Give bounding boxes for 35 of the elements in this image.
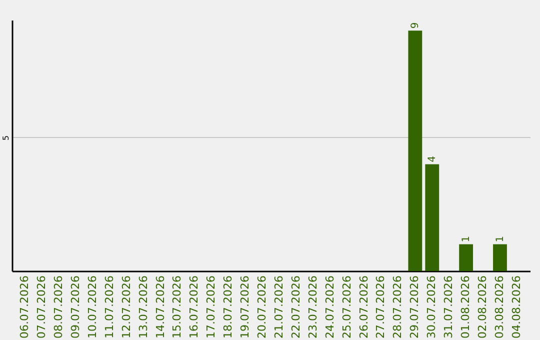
x-tick-label: 24.07.2026 xyxy=(323,276,336,338)
data-label: 4 xyxy=(427,156,438,162)
x-tick-label: 02.08.2026 xyxy=(476,276,490,338)
x-tick-label: 01.08.2026 xyxy=(459,276,472,338)
x-tick-label: 06.07.2026 xyxy=(18,276,32,338)
x-tick-label: 09.07.2026 xyxy=(68,276,82,338)
x-tick-label: 31.07.2026 xyxy=(442,276,456,338)
x-tick-label: 07.07.2026 xyxy=(35,276,48,338)
x-tick-label: 25.07.2026 xyxy=(340,276,354,338)
x-tick-label: 26.07.2026 xyxy=(357,276,370,338)
x-tick-label: 19.07.2026 xyxy=(238,276,252,338)
x-tick-label: 16.07.2026 xyxy=(188,276,201,338)
x-tick-label: 23.07.2026 xyxy=(306,276,320,338)
x-tick-label: 28.07.2026 xyxy=(391,276,404,338)
x-tick-label: 20.07.2026 xyxy=(256,276,269,338)
x-tick-label: 03.08.2026 xyxy=(492,276,506,338)
x-tick-label: 27.07.2026 xyxy=(374,276,388,338)
x-tick-label: 21.07.2026 xyxy=(272,276,286,338)
x-tick-label: 22.07.2026 xyxy=(289,276,302,338)
x-tick-label: 30.07.2026 xyxy=(425,276,438,338)
y-tick-label: 5 xyxy=(2,135,10,141)
x-tick-label: 15.07.2026 xyxy=(170,276,184,338)
data-label: 9 xyxy=(410,22,422,29)
x-tick-label: 29.07.2026 xyxy=(408,276,422,338)
x-tick-label: 11.07.2026 xyxy=(102,276,116,338)
x-tick-label: 13.07.2026 xyxy=(136,276,150,338)
x-tick-label: 08.07.2026 xyxy=(52,276,65,338)
x-tick-label: 12.07.2026 xyxy=(120,276,133,338)
x-tick-label: 10.07.2026 xyxy=(86,276,99,338)
x-tick-label: 18.07.2026 xyxy=(222,276,235,338)
x-tick-label: 14.07.2026 xyxy=(154,276,167,338)
data-label: 1 xyxy=(461,236,472,242)
data-label: 1 xyxy=(494,236,506,242)
x-tick-label: 04.08.2026 xyxy=(510,276,523,338)
x-tick-label: 17.07.2026 xyxy=(204,276,218,338)
